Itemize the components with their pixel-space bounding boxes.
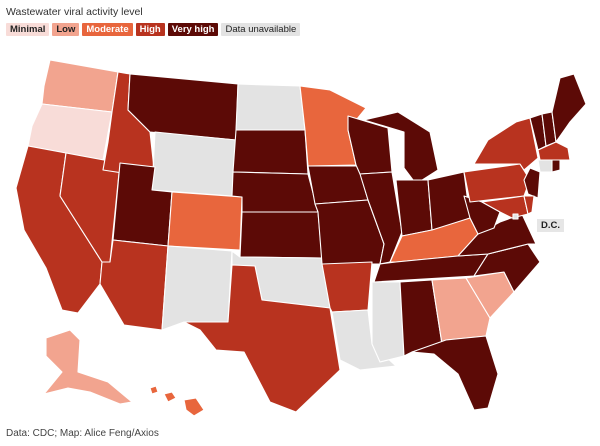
legend-item-very-high: Very high: [167, 23, 219, 36]
state-MA[interactable]: [537, 141, 571, 161]
state-WY[interactable]: [151, 131, 237, 197]
state-SD[interactable]: [232, 129, 309, 175]
state-ND[interactable]: [235, 83, 306, 131]
state-CT[interactable]: [537, 159, 553, 173]
map-title: Wastewater viral activity level: [6, 6, 143, 18]
dc-label: D.C.: [537, 219, 564, 232]
legend-item-low: Low: [52, 23, 80, 36]
legend-item-high: High: [135, 23, 165, 36]
state-NM[interactable]: [161, 245, 233, 331]
state-MD[interactable]: [481, 195, 529, 219]
state-HI[interactable]: [149, 385, 205, 417]
state-FL[interactable]: [411, 335, 499, 411]
state-AR[interactable]: [321, 261, 373, 313]
state-NE[interactable]: [231, 171, 319, 213]
legend-item-moderate: Moderate: [82, 23, 133, 36]
state-DE[interactable]: [523, 195, 535, 215]
state-TX[interactable]: [183, 264, 341, 413]
state-DC[interactable]: [512, 213, 519, 220]
state-WA[interactable]: [41, 59, 119, 113]
state-KS[interactable]: [239, 211, 323, 259]
source-credit: Data: CDC; Map: Alice Feng/Axios: [6, 428, 159, 439]
state-NJ[interactable]: [523, 167, 541, 199]
legend: Minimal Low Moderate High Very high Data…: [6, 23, 301, 36]
state-IN[interactable]: [395, 179, 433, 237]
legend-item-minimal: Minimal: [6, 23, 50, 36]
state-MS[interactable]: [371, 281, 405, 363]
state-NY[interactable]: [473, 117, 539, 171]
state-AK[interactable]: [43, 329, 133, 405]
legend-item-data-unavailable: Data unavailable: [221, 23, 301, 36]
state-RI[interactable]: [551, 159, 561, 173]
state-MI[interactable]: [363, 111, 439, 185]
state-CO[interactable]: [167, 191, 243, 251]
state-ME[interactable]: [551, 73, 587, 143]
